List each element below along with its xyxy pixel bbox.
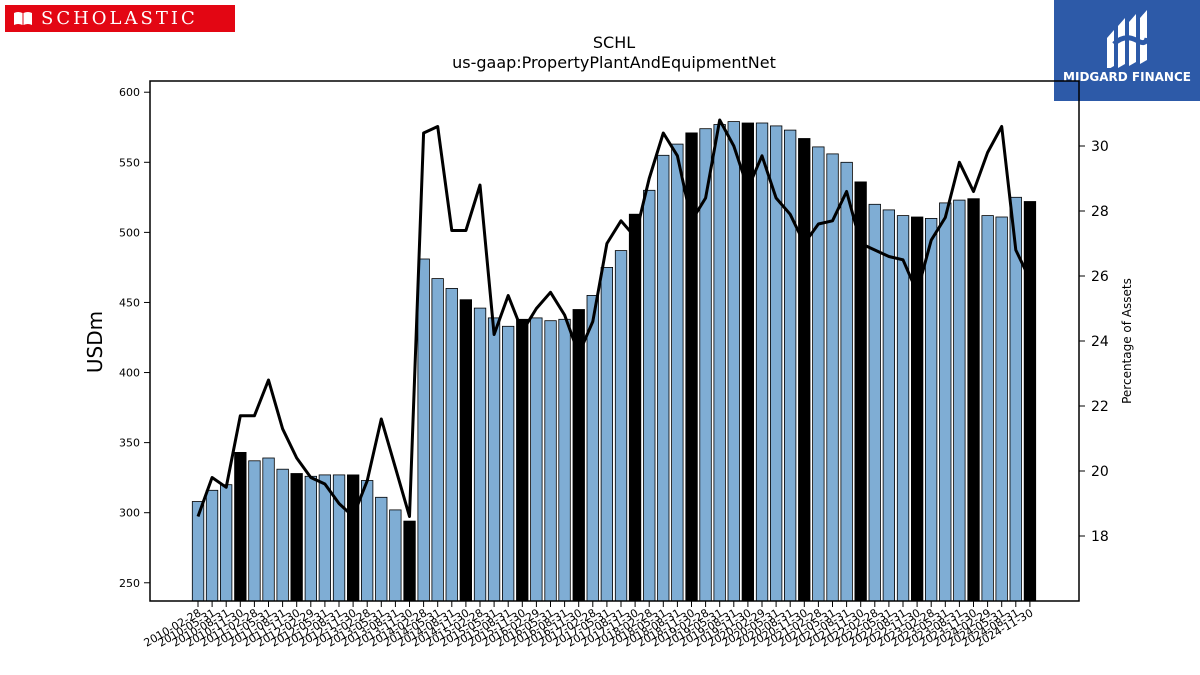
bar bbox=[755, 122, 769, 602]
bar bbox=[375, 496, 388, 602]
bar bbox=[332, 474, 346, 602]
scholastic-logo: SCHOLASTIC bbox=[5, 5, 235, 32]
bar-series bbox=[191, 121, 1037, 602]
y-tick-label: 450 bbox=[119, 296, 140, 309]
bar bbox=[643, 189, 656, 602]
y-tick-label: 500 bbox=[119, 226, 140, 239]
bar bbox=[882, 209, 895, 602]
bar bbox=[459, 299, 473, 602]
y-right-tick-label: 30 bbox=[1091, 139, 1109, 155]
open-book-icon bbox=[14, 12, 32, 25]
bar bbox=[925, 217, 938, 602]
y-right-tick-label: 26 bbox=[1091, 269, 1109, 285]
bar bbox=[727, 121, 740, 602]
bar bbox=[473, 307, 487, 602]
bar bbox=[713, 124, 726, 602]
y-axis-right-label: Percentage of Assets bbox=[1120, 278, 1134, 404]
bar bbox=[939, 202, 952, 602]
y-right-tick-label: 20 bbox=[1091, 464, 1109, 480]
bar bbox=[967, 198, 980, 602]
bar bbox=[558, 318, 571, 602]
y-right-tick-label: 28 bbox=[1091, 204, 1109, 220]
bar bbox=[501, 325, 515, 602]
bar bbox=[360, 480, 374, 602]
bar bbox=[276, 468, 289, 602]
chart-subtitle: us-gaap:PropertyPlantAndEquipmentNet bbox=[452, 53, 776, 72]
y-axis-right: 18 20 22 24 26 28 30 bbox=[1079, 139, 1109, 545]
bar bbox=[1023, 201, 1037, 602]
bar bbox=[868, 203, 881, 602]
bar bbox=[741, 122, 754, 602]
bar bbox=[346, 474, 360, 602]
bar bbox=[205, 489, 219, 602]
x-axis: 2010-02-282010-05-312010-08-312010-11-30… bbox=[142, 601, 1035, 650]
bar bbox=[657, 154, 670, 602]
bar bbox=[219, 484, 233, 602]
y-axis-left: 250 300 350 400 450 500 550 600 bbox=[119, 86, 150, 590]
bar bbox=[798, 138, 811, 602]
bar bbox=[248, 460, 261, 602]
y-axis-label: USDm bbox=[83, 311, 107, 373]
bar bbox=[896, 215, 910, 602]
scholastic-wordmark: SCHOLASTIC bbox=[41, 8, 198, 29]
bar bbox=[544, 320, 557, 602]
bar bbox=[530, 317, 543, 602]
y-tick-label: 300 bbox=[119, 507, 140, 520]
bar bbox=[812, 146, 825, 602]
y-right-tick-label: 24 bbox=[1091, 334, 1109, 350]
percentage-line bbox=[196, 118, 1032, 518]
y-tick-label: 400 bbox=[119, 367, 140, 380]
bar bbox=[614, 250, 628, 602]
y-right-tick-label: 18 bbox=[1091, 529, 1109, 545]
bar bbox=[586, 294, 599, 602]
bar bbox=[953, 199, 966, 602]
chart-title: SCHL bbox=[593, 33, 635, 52]
bar bbox=[487, 317, 501, 602]
y-tick-label: 350 bbox=[119, 437, 140, 450]
bar bbox=[389, 509, 402, 602]
bar bbox=[600, 266, 613, 602]
bar bbox=[318, 474, 332, 602]
bar bbox=[431, 278, 444, 602]
y-right-tick-label: 22 bbox=[1091, 399, 1109, 415]
bar bbox=[403, 520, 416, 602]
bar bbox=[671, 143, 684, 602]
bar bbox=[304, 475, 318, 602]
midgard-finance-wordmark: MIDGARD FINANCE bbox=[1063, 70, 1191, 84]
bar bbox=[262, 457, 275, 602]
bar bbox=[628, 213, 642, 602]
bar bbox=[417, 258, 430, 602]
bar bbox=[995, 216, 1008, 602]
bar bbox=[981, 215, 994, 602]
y-tick-label: 550 bbox=[119, 156, 140, 169]
bar bbox=[290, 473, 303, 602]
midgard-finance-mark-icon bbox=[1107, 10, 1150, 68]
bar bbox=[784, 129, 797, 602]
bar bbox=[516, 318, 529, 602]
bar bbox=[840, 161, 853, 602]
y-tick-label: 250 bbox=[119, 577, 140, 590]
bar bbox=[234, 451, 247, 602]
y-tick-label: 600 bbox=[119, 86, 140, 99]
bar bbox=[445, 287, 458, 602]
